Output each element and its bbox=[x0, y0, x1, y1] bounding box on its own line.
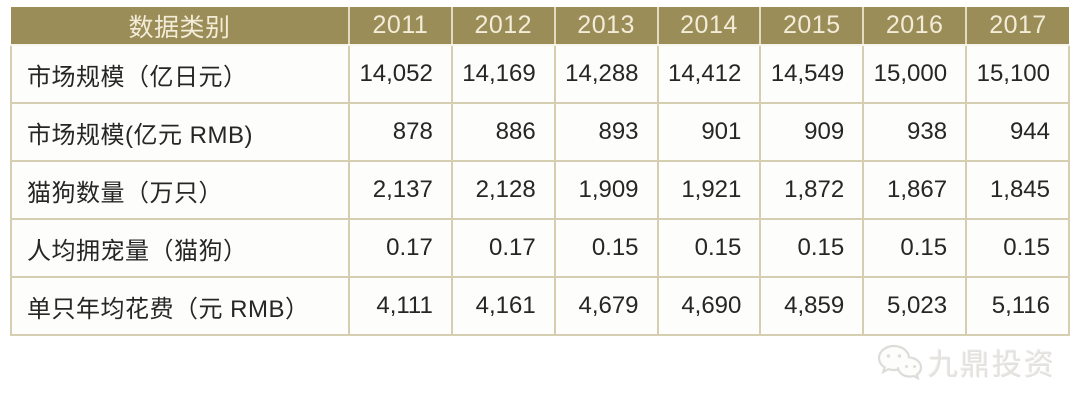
watermark: 九鼎投资 bbox=[876, 340, 1056, 384]
row-label: 市场规模(亿元 RMB) bbox=[10, 102, 350, 162]
cell-value: 5,023 bbox=[862, 276, 968, 336]
pet-market-data-table: 数据类别 2011 2012 2013 2014 2015 2016 2017 … bbox=[10, 7, 1070, 336]
cell-value: 901 bbox=[656, 102, 762, 162]
cell-value: 1,921 bbox=[656, 160, 762, 220]
cell-value: 14,549 bbox=[759, 44, 865, 104]
cell-value: 5,116 bbox=[965, 276, 1070, 336]
header-year-2016: 2016 bbox=[862, 7, 967, 46]
cell-value: 14,169 bbox=[450, 44, 556, 104]
cell-value: 14,288 bbox=[553, 44, 659, 104]
table-row-market-size-jpy: 市场规模（亿日元） 14,052 14,169 14,288 14,412 14… bbox=[10, 44, 1070, 104]
cell-value: 1,872 bbox=[759, 160, 865, 220]
cell-value: 15,100 bbox=[965, 44, 1070, 104]
header-year-2012: 2012 bbox=[450, 7, 555, 46]
cell-value: 893 bbox=[553, 102, 659, 162]
watermark-text: 九鼎投资 bbox=[928, 349, 1056, 382]
row-label: 猫狗数量（万只） bbox=[10, 160, 350, 220]
cell-value: 2,128 bbox=[450, 160, 556, 220]
cell-value: 938 bbox=[862, 102, 968, 162]
cell-value: 15,000 bbox=[862, 44, 968, 104]
cell-value: 886 bbox=[450, 102, 556, 162]
cell-value: 14,412 bbox=[656, 44, 762, 104]
row-label: 单只年均花费（元 RMB） bbox=[10, 276, 350, 336]
cell-value: 1,867 bbox=[862, 160, 968, 220]
cell-value: 0.15 bbox=[965, 218, 1070, 278]
cell-value: 0.15 bbox=[553, 218, 659, 278]
cell-value: 4,859 bbox=[759, 276, 865, 336]
cell-value: 4,161 bbox=[450, 276, 556, 336]
row-label: 人均拥宠量（猫狗） bbox=[10, 218, 350, 278]
table-row-annual-spend-per-pet: 单只年均花费（元 RMB） 4,111 4,161 4,679 4,690 4,… bbox=[10, 276, 1070, 336]
cell-value: 0.15 bbox=[759, 218, 865, 278]
cell-value: 4,690 bbox=[656, 276, 762, 336]
cell-value: 0.15 bbox=[656, 218, 762, 278]
header-year-2015: 2015 bbox=[759, 7, 864, 46]
cell-value: 909 bbox=[759, 102, 865, 162]
wechat-icon bbox=[876, 343, 922, 381]
table-row-pets-per-capita: 人均拥宠量（猫狗） 0.17 0.17 0.15 0.15 0.15 0.15 … bbox=[10, 218, 1070, 278]
cell-value: 0.17 bbox=[348, 218, 453, 278]
header-category: 数据类别 bbox=[11, 7, 349, 46]
cell-value: 4,679 bbox=[553, 276, 659, 336]
header-year-2014: 2014 bbox=[656, 7, 761, 46]
header-year-2013: 2013 bbox=[553, 7, 658, 46]
cell-value: 878 bbox=[348, 102, 453, 162]
header-year-2011: 2011 bbox=[348, 7, 452, 46]
cell-value: 2,137 bbox=[348, 160, 453, 220]
table-row-market-size-rmb: 市场规模(亿元 RMB) 878 886 893 901 909 938 944 bbox=[10, 102, 1070, 162]
row-label: 市场规模（亿日元） bbox=[10, 44, 350, 104]
header-year-2017: 2017 bbox=[965, 7, 1069, 46]
cell-value: 0.15 bbox=[862, 218, 968, 278]
cell-value: 14,052 bbox=[348, 44, 453, 104]
cell-value: 0.17 bbox=[450, 218, 556, 278]
cell-value: 1,845 bbox=[965, 160, 1070, 220]
table-header-row: 数据类别 2011 2012 2013 2014 2015 2016 2017 bbox=[11, 7, 1069, 46]
cell-value: 4,111 bbox=[348, 276, 453, 336]
cell-value: 944 bbox=[965, 102, 1070, 162]
cell-value: 1,909 bbox=[553, 160, 659, 220]
table-row-pet-count: 猫狗数量（万只） 2,137 2,128 1,909 1,921 1,872 1… bbox=[10, 160, 1070, 220]
